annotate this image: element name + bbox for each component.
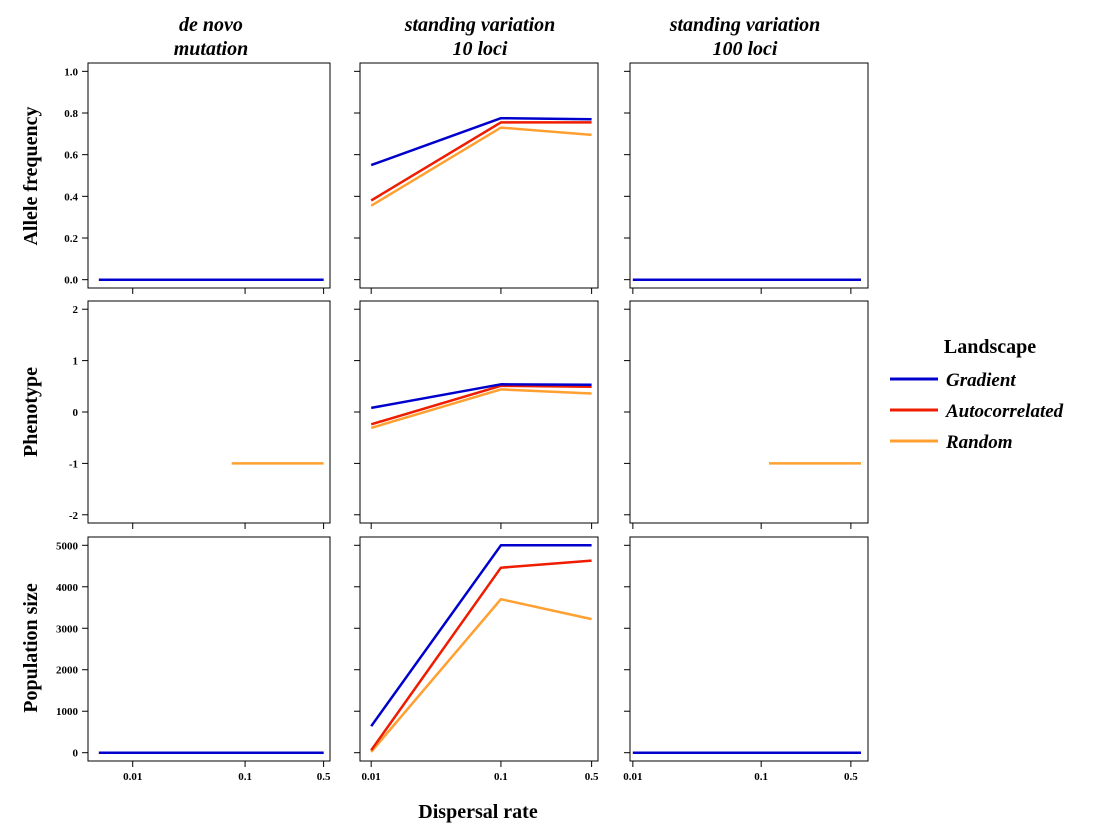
panel-r3-c3: 0.01 0.1 0.5: [623, 536, 869, 783]
panel-r1-c1: 0.0 0.2 0.4 0.6 0.8 1.0: [64, 62, 331, 294]
col-title-2-line1: standing variation: [404, 14, 556, 36]
x-tick-label: 0.01: [362, 771, 381, 783]
legend-title: Landscape: [944, 336, 1036, 358]
x-tick-label: 0.01: [123, 771, 142, 783]
row-label-population-size: Population size: [20, 583, 42, 713]
row-label-allele-frequency: Allele frequency: [20, 106, 42, 245]
panels: 0.0 0.2 0.4 0.6 0.8 1.0 -2 -1 0 1 2 0 1000 2000 3000 40…: [56, 62, 869, 783]
panel-r3-c1: 0 1000 2000 3000 4000 5000 0.01 0.1 0.5: [56, 536, 331, 783]
panel-frame: [87, 536, 331, 762]
legend: Landscape Gradient Autocorrelated Random: [890, 336, 1064, 453]
y-tick-label: 1.0: [64, 66, 78, 78]
legend-label-autocorrelated: Autocorrelated: [945, 401, 1064, 422]
series-line-gradient: [370, 383, 592, 410]
series-line-gradient: [370, 544, 592, 727]
legend-label-random: Random: [945, 432, 1013, 453]
panel-r3-c2: 0.01 0.1 0.5: [354, 536, 599, 783]
panel-r2-c2: [354, 300, 599, 529]
panel-r1-c2: [354, 62, 599, 294]
series-line-autocorrelated: [370, 121, 592, 202]
col-title-1-line1: de novo: [179, 14, 243, 36]
x-tick-label: 0.01: [623, 771, 642, 783]
col-title-3-line2: 100 loci: [713, 38, 778, 60]
y-tick-label: -1: [69, 458, 78, 470]
y-tick-label: 3000: [56, 623, 79, 635]
series-line-random: [370, 388, 592, 430]
panel-frame: [359, 300, 599, 524]
y-tick-label: 1: [73, 356, 79, 368]
x-tick-label: 0.5: [585, 771, 599, 783]
panel-r1-c3: [624, 62, 869, 294]
panel-frame: [87, 300, 331, 524]
col-title-2-line2: 10 loci: [453, 38, 508, 60]
panel-frame: [359, 536, 599, 762]
y-tick-label: 0.4: [64, 191, 78, 203]
panel-frame: [629, 62, 869, 289]
y-tick-label: 2000: [56, 665, 79, 677]
x-tick-label: 0.1: [754, 771, 768, 783]
row-label-phenotype: Phenotype: [20, 367, 42, 457]
panel-frame: [629, 300, 869, 524]
series-line-autocorrelated: [370, 384, 592, 426]
x-tick-label: 0.5: [844, 771, 858, 783]
y-tick-label: 5000: [56, 540, 79, 552]
series-line-random: [370, 597, 592, 753]
y-tick-label: 0: [73, 407, 79, 419]
col-title-1-line2: mutation: [174, 38, 248, 60]
y-tick-label: 4000: [56, 582, 79, 594]
row-labels: Allele frequency Phenotype Population si…: [20, 106, 42, 712]
y-tick-label: 0.8: [64, 108, 78, 120]
series-line-gradient: [370, 116, 592, 167]
series-line-random: [370, 126, 592, 207]
series-line-autocorrelated: [370, 559, 592, 751]
y-tick-label: -2: [69, 510, 79, 522]
x-tick-label: 0.1: [494, 771, 508, 783]
x-tick-label: 0.1: [238, 771, 252, 783]
y-tick-label: 0: [73, 748, 79, 760]
panel-r2-c3: [624, 300, 869, 529]
y-tick-label: 2: [73, 304, 79, 316]
y-tick-label: 0.2: [64, 233, 78, 245]
panel-frame: [359, 62, 599, 289]
legend-label-gradient: Gradient: [946, 370, 1016, 391]
column-titles: de novo mutation standing variation 10 l…: [174, 14, 821, 60]
x-tick-label: 0.5: [317, 771, 331, 783]
col-title-3-line1: standing variation: [669, 14, 821, 36]
y-tick-label: 0.0: [64, 275, 78, 287]
panel-r2-c1: -2 -1 0 1 2: [69, 300, 331, 529]
y-tick-label: 1000: [56, 706, 79, 718]
panel-frame: [629, 536, 869, 762]
x-axis-label: Dispersal rate: [418, 801, 538, 823]
panel-frame: [87, 62, 331, 289]
y-tick-label: 0.6: [64, 150, 78, 162]
